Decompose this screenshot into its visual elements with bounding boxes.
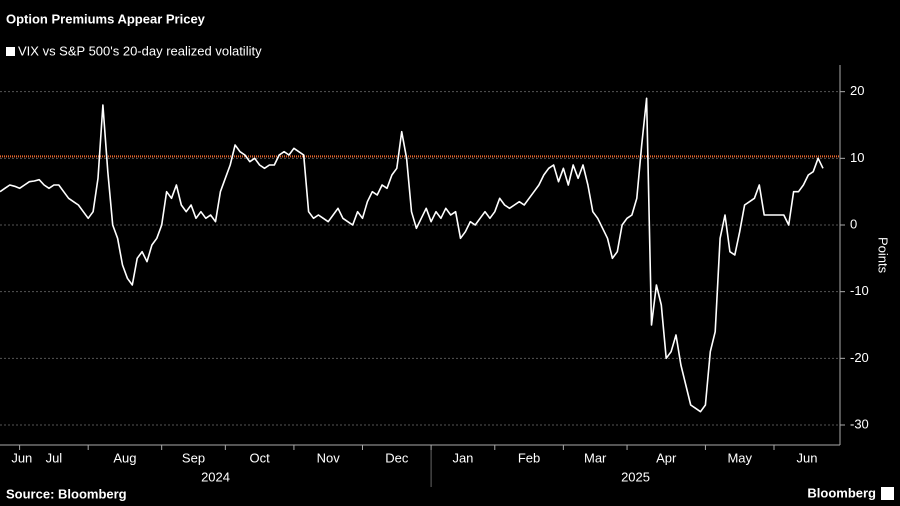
chart-title: Option Premiums Appear Pricey <box>6 11 206 26</box>
year-label: 2025 <box>621 469 650 484</box>
y-tick-label: -20 <box>850 350 869 365</box>
x-tick-label: Mar <box>584 450 607 465</box>
x-tick-label: Jun <box>11 450 32 465</box>
brand: Bloomberg <box>807 485 876 500</box>
x-tick-label: Oct <box>250 450 271 465</box>
x-tick-label: Jan <box>452 450 473 465</box>
source: Source: Bloomberg <box>6 486 127 501</box>
y-axis-label: Points <box>876 237 891 274</box>
x-tick-label: Jun <box>797 450 818 465</box>
y-tick-label: -30 <box>850 416 869 431</box>
x-tick-label: Aug <box>113 450 136 465</box>
x-tick-label: May <box>727 450 752 465</box>
y-tick-label: 20 <box>850 83 864 98</box>
x-tick-label: Jul <box>46 450 63 465</box>
year-label: 2024 <box>201 469 230 484</box>
y-tick-label: 10 <box>850 150 864 165</box>
series-line <box>0 97 824 413</box>
x-tick-label: Feb <box>518 450 540 465</box>
legend-swatch <box>6 47 15 56</box>
x-tick-label: Apr <box>656 450 677 465</box>
brand-icon <box>881 487 894 500</box>
x-tick-label: Dec <box>385 450 409 465</box>
x-tick-label: Sep <box>182 450 205 465</box>
x-tick-label: Nov <box>317 450 341 465</box>
y-tick-label: 0 <box>850 216 857 231</box>
legend-label: VIX vs S&P 500's 20-day realized volatil… <box>18 43 262 58</box>
y-tick-label: -10 <box>850 283 869 298</box>
